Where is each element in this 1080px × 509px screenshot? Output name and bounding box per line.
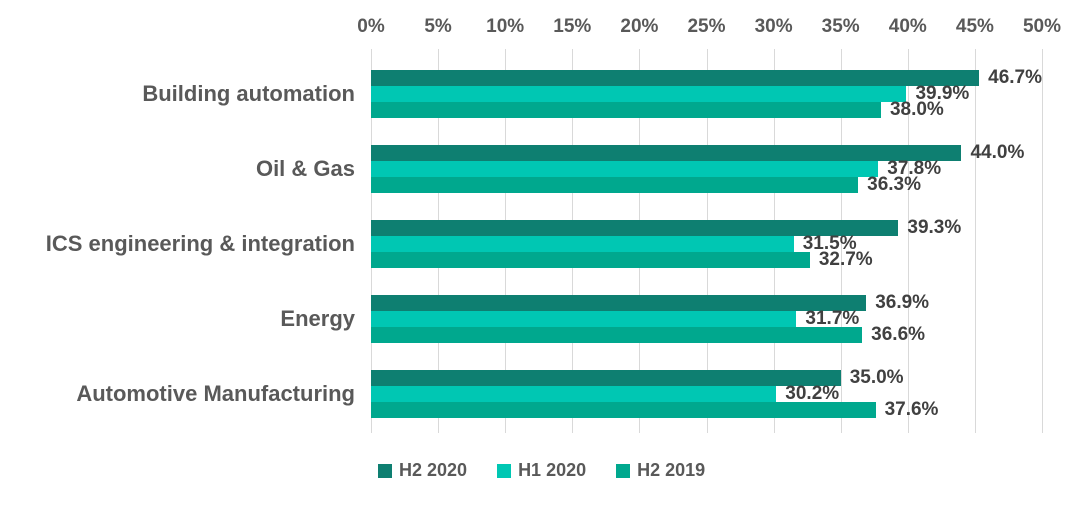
bar-h1-2020 xyxy=(371,310,797,327)
bar-line: 30.2% xyxy=(371,382,1042,404)
bar-line: 39.9% xyxy=(371,82,1042,104)
value-label: 46.7% xyxy=(988,66,1042,88)
gridline xyxy=(840,49,842,433)
category-row: Building automation 46.7% 39.9% 38.0% xyxy=(0,56,1080,131)
x-tick-label: 15% xyxy=(553,16,592,37)
bar-h1-2020 xyxy=(371,385,777,402)
legend: H2 2020 H1 2020 H2 2019 xyxy=(378,460,705,481)
legend-swatch-icon xyxy=(616,463,631,478)
value-label: 37.6% xyxy=(884,398,939,420)
x-tick-label: 40% xyxy=(888,16,927,37)
bar-h2-2020 xyxy=(371,144,962,161)
bar-line: 44.0% xyxy=(371,141,1042,163)
bar-h2-2019 xyxy=(371,401,876,418)
bar-group: 44.0% 37.8% 36.3% xyxy=(371,131,1042,206)
x-tick-label: 0% xyxy=(357,16,385,37)
value-label: 30.2% xyxy=(785,382,840,404)
value-label: 36.9% xyxy=(875,291,930,313)
gridline xyxy=(907,49,909,433)
x-axis: 0% 5% 10% 15% 20% 25% 30% 35% 40% 45% 50% xyxy=(357,16,1061,42)
x-tick-label: 35% xyxy=(821,16,860,37)
x-tick-label: 50% xyxy=(1022,16,1062,37)
legend-label: H1 2020 xyxy=(518,460,587,480)
x-tick-label: 10% xyxy=(486,16,525,37)
x-tick-label: 45% xyxy=(955,16,994,37)
category-label: Energy xyxy=(280,305,355,331)
bar-h2-2020 xyxy=(371,219,899,236)
bar-h1-2020 xyxy=(371,160,879,177)
x-tick-label: 30% xyxy=(754,16,793,37)
bar-h2-2019 xyxy=(371,101,881,118)
bar-line: 36.9% xyxy=(371,291,1042,313)
value-label: 36.6% xyxy=(871,323,926,345)
value-label: 31.7% xyxy=(805,307,860,329)
legend-swatch-icon xyxy=(378,463,392,478)
legend-swatch-icon xyxy=(497,463,512,478)
category-row: Automotive Manufacturing 35.0% 30.2% 37.6% xyxy=(0,356,1080,431)
bar-line: 35.0% xyxy=(371,366,1042,388)
bar-h2-2019 xyxy=(371,326,863,343)
value-label: 32.7% xyxy=(818,248,873,270)
legend-label: H2 2019 xyxy=(637,460,706,480)
value-label: 38.0% xyxy=(889,98,944,120)
bar-line: 31.5% xyxy=(371,232,1042,254)
value-label: 36.3% xyxy=(867,173,922,195)
bar-line: 36.6% xyxy=(371,323,1042,345)
bar-group: 36.9% 31.7% 36.6% xyxy=(371,281,1042,356)
legend-label: H2 2020 xyxy=(399,460,468,480)
bar-line: 31.7% xyxy=(371,307,1042,329)
gridline xyxy=(974,49,976,433)
x-tick-label: 25% xyxy=(687,16,726,37)
bar-line: 37.6% xyxy=(371,398,1042,420)
bar-group: 35.0% 30.2% 37.6% xyxy=(371,356,1042,431)
category-label: Oil & Gas xyxy=(255,155,355,181)
gridline xyxy=(1042,49,1043,433)
category-row: Oil & Gas 44.0% 37.8% 36.3% xyxy=(0,131,1080,206)
category-label: Building automation xyxy=(142,80,355,106)
bar-line: 36.3% xyxy=(371,173,1042,195)
category-label: Automotive Manufacturing xyxy=(76,380,355,406)
x-tick-label: 20% xyxy=(620,16,659,37)
chart-rows: Building automation 46.7% 39.9% 38.0% Oil & … xyxy=(0,56,1080,431)
value-label: 35.0% xyxy=(849,366,904,388)
bar-line: 38.0% xyxy=(371,98,1042,120)
bar-group: 46.7% 39.9% 38.0% xyxy=(371,56,1042,131)
bar-group: 39.3% 31.5% 32.7% xyxy=(371,206,1042,281)
bar-h2-2020 xyxy=(371,369,841,386)
x-tick-label: 5% xyxy=(424,16,452,37)
bar-line: 37.8% xyxy=(371,157,1042,179)
value-label: 39.9% xyxy=(915,82,970,104)
value-label: 44.0% xyxy=(970,141,1025,163)
category-row: ICS engineering & integration 39.3% 31.5% 3… xyxy=(0,206,1080,281)
category-label: ICS engineering & integration xyxy=(45,230,355,256)
legend-item: H2 2019 xyxy=(616,460,705,481)
legend-item: H2 2020 xyxy=(378,460,467,481)
bar-h2-2019 xyxy=(371,176,859,193)
bar-line: 46.7% xyxy=(371,66,1042,88)
bar-h1-2020 xyxy=(371,235,794,252)
legend-item: H1 2020 xyxy=(497,460,586,481)
bar-h2-2019 xyxy=(371,251,810,268)
bar-h2-2020 xyxy=(371,294,867,311)
bar-line: 32.7% xyxy=(371,248,1042,270)
value-label: 39.3% xyxy=(907,216,962,238)
value-label: 31.5% xyxy=(802,232,857,254)
bar-h2-2020 xyxy=(371,69,980,86)
value-label: 37.8% xyxy=(887,157,942,179)
category-row: Energy 36.9% 31.7% 36.6% xyxy=(0,281,1080,356)
bar-h1-2020 xyxy=(371,85,907,102)
bar-line: 39.3% xyxy=(371,216,1042,238)
